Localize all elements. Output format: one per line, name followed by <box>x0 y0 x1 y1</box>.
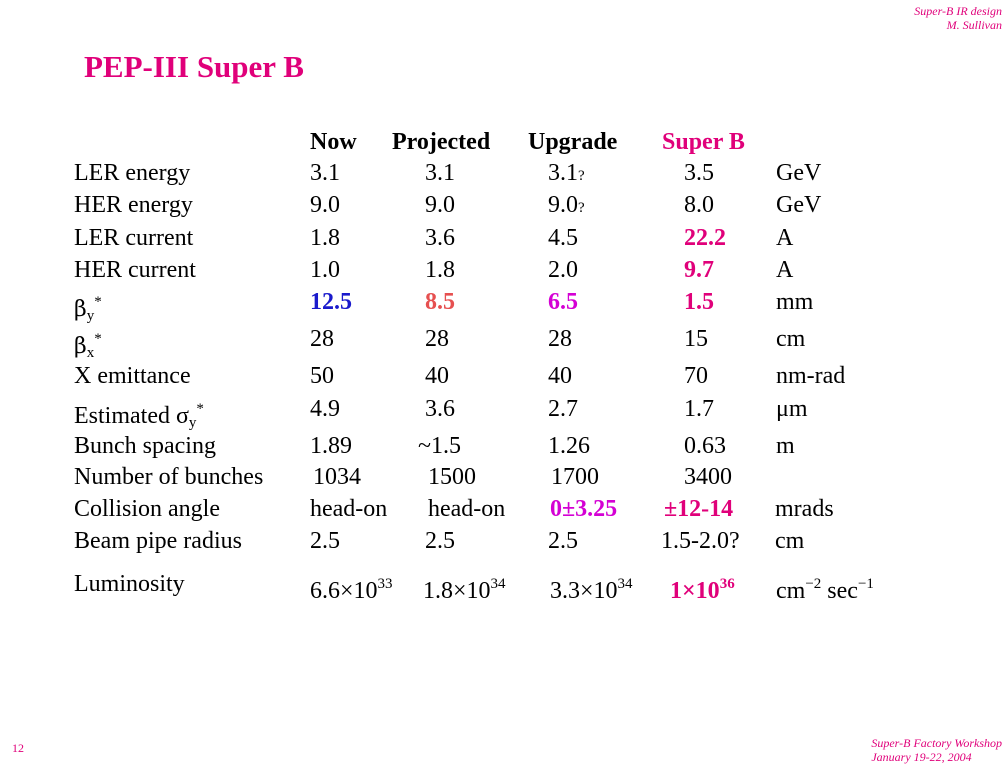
slide-footer: Super-B Factory Workshop January 19-22, … <box>871 736 1002 764</box>
cell-projected: 3.6 <box>425 396 455 422</box>
row-label: Luminosity <box>74 571 185 597</box>
footer-date: January 19-22, 2004 <box>871 750 972 764</box>
cell-upgrade: 6.5 <box>548 289 578 315</box>
cell-now: 50 <box>310 363 334 389</box>
footer-event: Super-B Factory Workshop <box>871 736 1002 750</box>
cell-superb: 1.5 <box>684 289 714 315</box>
cell-unit: μm <box>776 396 808 422</box>
cell-superb: ±12-14 <box>664 496 734 522</box>
cell-unit: cm−2 sec−1 <box>776 576 874 604</box>
question-mark: ? <box>578 200 585 216</box>
cell-upgrade: 2.0 <box>548 257 578 283</box>
row-label: Collision angle <box>74 496 220 522</box>
cell-superb: 8.0 <box>684 192 714 218</box>
cell-unit: GeV <box>776 160 822 186</box>
row-label: Beam pipe radius <box>74 528 242 554</box>
page-number: 12 <box>12 741 24 755</box>
cell-upgrade: 1.26 <box>548 433 590 459</box>
row-label: Bunch spacing <box>74 433 216 459</box>
cell-upgrade: 2.5 <box>548 528 578 554</box>
cell-projected: 1500 <box>428 464 476 490</box>
cell-now: 6.6×1033 <box>310 576 393 604</box>
cell-unit: mrads <box>775 496 834 522</box>
cell-upgrade: 3.1? <box>548 160 585 186</box>
cell-unit: cm <box>776 326 806 352</box>
cell-now: 12.5 <box>310 289 352 315</box>
cell-now: 4.9 <box>310 396 340 422</box>
row-label: Estimated σy* <box>74 401 204 431</box>
cell-superb: 22.2 <box>684 225 726 251</box>
cell-projected: 9.0 <box>425 192 455 218</box>
cell-superb: 1×1036 <box>670 576 735 604</box>
cell-superb: 9.7 <box>684 257 714 283</box>
header-author: M. Sullivan <box>946 18 1002 32</box>
cell-projected: 2.5 <box>425 528 455 554</box>
cell-projected: ~1.5 <box>418 433 461 459</box>
cell-unit: m <box>776 433 795 459</box>
row-label: βy* <box>74 294 102 324</box>
cell-upgrade: 40 <box>548 363 572 389</box>
cell-upgrade: 4.5 <box>548 225 578 251</box>
col-header-now: Now <box>310 129 357 155</box>
cell-projected: 3.1 <box>425 160 455 186</box>
cell-superb: 3.5 <box>684 160 714 186</box>
cell-projected: 8.5 <box>425 289 455 315</box>
cell-superb: 3400 <box>684 464 732 490</box>
cell-upgrade: 1700 <box>551 464 599 490</box>
col-header-projected: Projected <box>392 129 491 155</box>
cell-upgrade: 9.0? <box>548 192 585 218</box>
cell-unit: cm <box>775 528 805 554</box>
row-label: X emittance <box>74 363 191 389</box>
cell-superb: 1.7 <box>684 396 714 422</box>
cell-superb: 0.63 <box>684 433 726 459</box>
cell-projected: 1.8 <box>425 257 455 283</box>
col-header-superb: Super B <box>662 129 745 155</box>
cell-now: 1.89 <box>310 433 352 459</box>
cell-superb: 1.5-2.0? <box>661 528 740 554</box>
cell-now: 2.5 <box>310 528 340 554</box>
cell-now: 3.1 <box>310 160 340 186</box>
cell-upgrade: 3.3×1034 <box>550 576 633 604</box>
cell-upgrade: 0±3.25 <box>550 496 618 522</box>
cell-now: 9.0 <box>310 192 340 218</box>
cell-now: 1.0 <box>310 257 340 283</box>
row-label: HER current <box>74 257 196 283</box>
slide-title: PEP-III Super B <box>84 49 304 84</box>
cell-projected: 3.6 <box>425 225 455 251</box>
cell-projected: 40 <box>425 363 449 389</box>
row-label: βx* <box>74 331 102 361</box>
row-label: HER energy <box>74 192 193 218</box>
cell-projected: 28 <box>425 326 449 352</box>
cell-projected: head-on <box>428 496 506 522</box>
cell-unit: nm-rad <box>776 363 846 389</box>
row-label: LER current <box>74 225 194 251</box>
cell-unit: GeV <box>776 192 822 218</box>
cell-superb: 15 <box>684 326 708 352</box>
cell-superb: 70 <box>684 363 708 389</box>
cell-upgrade: 28 <box>548 326 572 352</box>
col-header-upgrade: Upgrade <box>528 129 618 155</box>
cell-unit: mm <box>776 289 814 315</box>
cell-now: 1034 <box>313 464 361 490</box>
cell-unit: A <box>776 257 794 283</box>
header-topic: Super-B IR design <box>914 4 1002 18</box>
cell-projected: 1.8×1034 <box>423 576 506 604</box>
question-mark: ? <box>578 168 585 184</box>
cell-now: 1.8 <box>310 225 340 251</box>
cell-upgrade: 2.7 <box>548 396 578 422</box>
row-label: Number of bunches <box>74 464 264 490</box>
slide-header: Super-B IR design M. Sullivan <box>914 4 1002 32</box>
cell-now: head-on <box>310 496 388 522</box>
cell-now: 28 <box>310 326 334 352</box>
row-label: LER energy <box>74 160 191 186</box>
cell-unit: A <box>776 225 794 251</box>
